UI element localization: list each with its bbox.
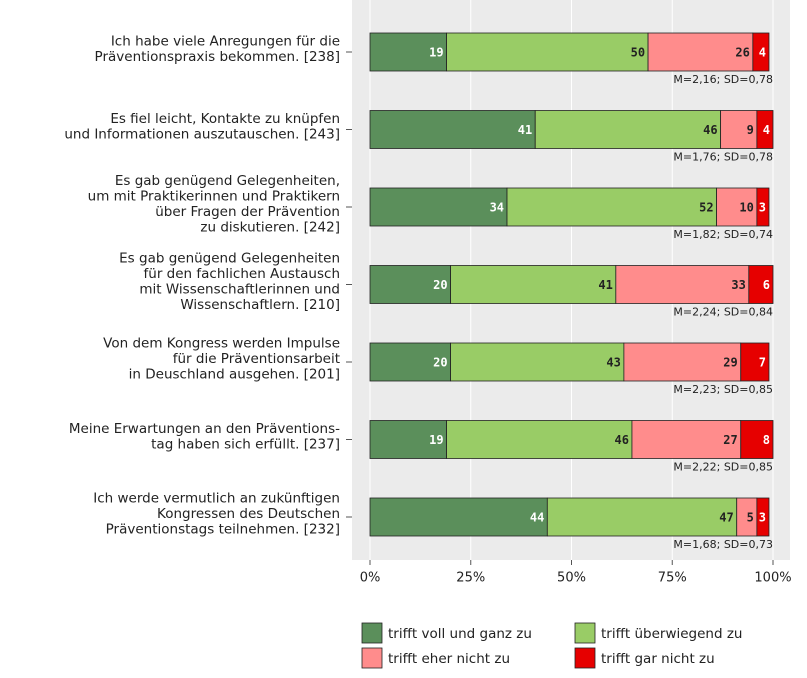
bar-segment [369, 342, 451, 382]
bar-value-label: 8 [763, 433, 770, 447]
bar-value-label: 27 [723, 433, 737, 447]
x-tick-label: 75% [658, 571, 687, 586]
bar-value-label: 46 [703, 123, 717, 137]
bar-value-label: 20 [433, 278, 447, 292]
bar-value-label: 41 [518, 123, 532, 137]
bar-value-label: 34 [490, 201, 504, 215]
bar-value-label: 52 [699, 201, 713, 215]
x-tick-label: 100% [754, 571, 791, 586]
legend-label: trifft eher nicht zu [388, 651, 510, 667]
x-tick-label: 0% [360, 571, 381, 586]
bar-segment [369, 187, 508, 227]
legend-swatch [574, 622, 596, 644]
legend-label: trifft gar nicht zu [601, 651, 715, 667]
bar-value-label: 5 [747, 511, 754, 525]
bar-segment [756, 497, 770, 537]
bar-value-label: 4 [763, 123, 770, 137]
bar-segment [716, 187, 758, 227]
legend-label: trifft überwiegend zu [601, 626, 743, 642]
bar-value-label: 19 [429, 46, 443, 60]
y-tick-label: Ich werde vermutlich an zukünftigen Kongr… [93, 491, 340, 538]
bar-segment [740, 342, 770, 382]
bar-segment [446, 420, 633, 459]
bar-segment [534, 110, 722, 149]
bar-segment [450, 342, 625, 382]
bar-value-label: 7 [759, 356, 766, 370]
bar-segment [615, 265, 750, 304]
bar-annotation: M=1,82; SD=0,74 [673, 228, 773, 241]
bar-value-label: 3 [759, 201, 766, 215]
bar-value-label: 26 [735, 46, 749, 60]
bar-value-label: 43 [606, 356, 620, 370]
bar-segment [756, 110, 774, 149]
bar-value-label: 4 [759, 46, 766, 60]
bar-annotation: M=2,22; SD=0,85 [673, 461, 773, 474]
y-tick-label: Es gab genügend Gelegenheiten, um mit Pra… [88, 173, 340, 236]
bar-annotation: M=2,23; SD=0,85 [673, 383, 773, 396]
bar-segment [740, 420, 774, 459]
bar-annotation: M=1,68; SD=0,73 [673, 538, 773, 551]
bar-segment [756, 187, 770, 227]
bar-value-label: 33 [731, 278, 745, 292]
bar-value-label: 29 [723, 356, 737, 370]
bar-segment [506, 187, 717, 227]
bar-value-label: 6 [763, 278, 770, 292]
x-tick-label: 50% [557, 571, 586, 586]
y-tick-label: Von dem Kongress werden Impulse für die P… [103, 336, 340, 383]
bar-segment [748, 265, 774, 304]
bar-segment [369, 110, 536, 149]
y-tick-label: Meine Erwartungen an den Präventions-tag… [69, 421, 340, 453]
y-tick-label: Es gab genügend Gelegenheiten für den fac… [119, 250, 340, 313]
legend-label: trifft voll und ganz zu [388, 626, 532, 642]
bar-value-label: 44 [530, 511, 544, 525]
bar-value-label: 47 [719, 511, 733, 525]
bar-annotation: M=2,24; SD=0,84 [673, 306, 773, 319]
bar-segment [546, 497, 738, 537]
bar-segment [450, 265, 617, 304]
bar-segment [623, 342, 742, 382]
bar-segment [631, 420, 742, 459]
bar-annotation: M=1,76; SD=0,78 [673, 151, 773, 164]
bar-value-label: 46 [614, 433, 628, 447]
bar-segment [446, 32, 649, 72]
bar-segment [752, 32, 770, 72]
bar-segment [369, 497, 548, 537]
bar-value-label: 41 [598, 278, 612, 292]
bar-value-label: 3 [759, 511, 766, 525]
legend-swatch [361, 622, 383, 644]
bar-value-label: 10 [739, 201, 753, 215]
bar-segment [369, 420, 447, 459]
bar-value-label: 20 [433, 356, 447, 370]
y-tick-label: Ich habe viele Anregungen für die Prävent… [95, 33, 340, 65]
bar-value-label: 9 [747, 123, 754, 137]
bar-value-label: 19 [429, 433, 443, 447]
x-tick-label: 25% [456, 571, 485, 586]
y-tick-label: Es fiel leicht, Kontakte zu knüpfen und I… [64, 111, 340, 143]
bar-annotation: M=2,16; SD=0,78 [673, 73, 773, 86]
legend-swatch [361, 647, 383, 669]
legend-swatch [574, 647, 596, 669]
bar-value-label: 50 [631, 46, 645, 60]
